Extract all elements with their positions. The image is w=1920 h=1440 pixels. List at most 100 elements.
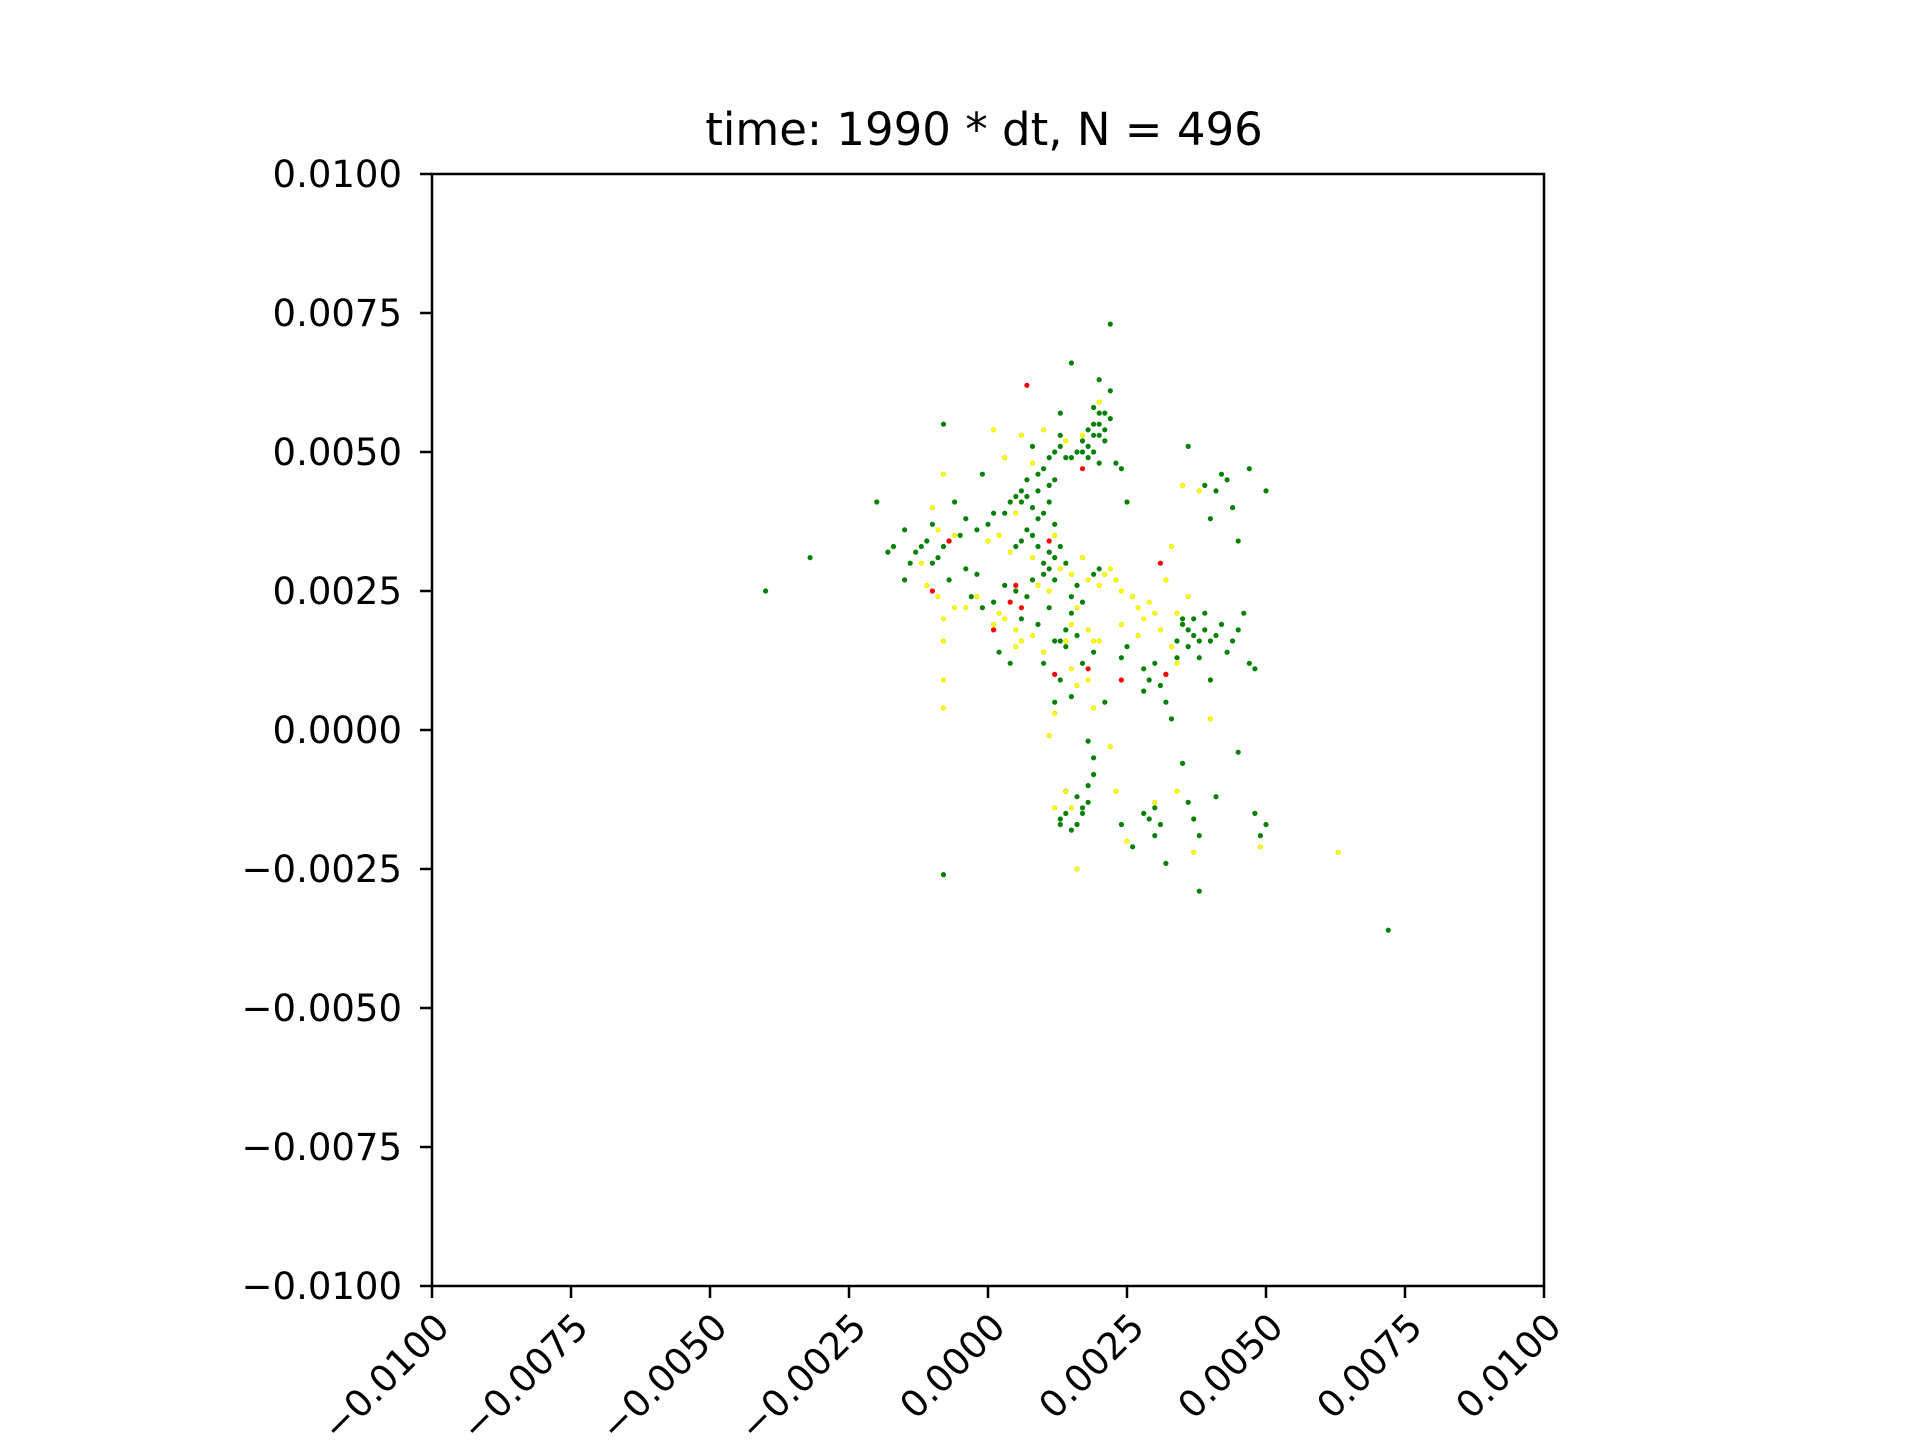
scatter-point (1013, 493, 1019, 500)
scatter-point (1035, 621, 1041, 628)
scatter-point (1002, 582, 1008, 589)
scatter-point (1013, 588, 1019, 594)
scatter-point (1041, 427, 1047, 433)
scatter-point (1124, 838, 1130, 844)
scatter-point (1335, 849, 1341, 855)
scatter-point (1113, 577, 1119, 583)
scatter-point (1029, 632, 1036, 639)
scatter-point (1174, 788, 1180, 794)
scatter-point (1002, 616, 1008, 622)
scatter-point (996, 610, 1002, 616)
scatter-point (1029, 532, 1036, 539)
scatter-point (974, 593, 980, 600)
scatter-point (1046, 538, 1052, 544)
scatter-point (1074, 821, 1080, 828)
scatter-point (1046, 566, 1052, 572)
scatter-point (1096, 421, 1102, 427)
scatter-point (1168, 643, 1175, 650)
scatter-point (1102, 699, 1108, 705)
scatter-point (1263, 821, 1269, 828)
scatter-point (968, 593, 974, 600)
scatter-point (1041, 466, 1047, 472)
scatter-point (1185, 593, 1191, 600)
scatter-point (1185, 443, 1191, 449)
scatter-point (1007, 660, 1013, 666)
scatter-point (1102, 427, 1108, 433)
scatter-point (1174, 638, 1180, 644)
scatter-point (918, 560, 924, 566)
scatter-point (1096, 566, 1102, 572)
scatter-point (1118, 677, 1125, 683)
scatter-point (924, 538, 930, 544)
scatter-point (1257, 832, 1264, 839)
scatter-point (1118, 466, 1125, 472)
scatter-point (1085, 799, 1091, 805)
scatter-point (1063, 560, 1069, 566)
scatter-point (1052, 477, 1058, 483)
scatter-point (1007, 549, 1013, 555)
scatter-point (1068, 805, 1075, 811)
scatter-point (1235, 627, 1241, 633)
scatter-point (1013, 543, 1019, 550)
scatter-point (1152, 805, 1158, 811)
scatter-point (990, 621, 997, 628)
scatter-point (1024, 593, 1030, 600)
scatter-point (1079, 810, 1086, 817)
scatter-point (1018, 605, 1025, 611)
scatter-point (935, 593, 941, 600)
scatter-point (1057, 543, 1063, 550)
scatter-point (1085, 577, 1091, 583)
scatter-point (940, 471, 947, 477)
scatter-point (1057, 816, 1063, 822)
scatter-point (1174, 655, 1180, 661)
scatter-point (1079, 599, 1086, 605)
scatter-point (963, 605, 969, 611)
scatter-point (1041, 571, 1047, 577)
scatter-point (1052, 532, 1058, 539)
scatter-point (1085, 443, 1091, 449)
scatter-point (1035, 471, 1041, 477)
scatter-point (1096, 432, 1102, 438)
scatter-point (1241, 610, 1247, 616)
scatter-point (1180, 621, 1186, 628)
scatter-point (1202, 482, 1208, 488)
scatter-point (1102, 571, 1108, 577)
scatter-point (1035, 543, 1041, 550)
scatter-point (990, 427, 997, 433)
scatter-point (1118, 821, 1125, 828)
scatter-point (1385, 927, 1391, 933)
scatter-point (1257, 844, 1264, 850)
scatter-point (1002, 454, 1008, 461)
scatter-point (996, 649, 1002, 655)
scatter-point (1180, 760, 1186, 767)
points-layer (762, 321, 1391, 933)
scatter-point (996, 532, 1002, 539)
scatter-point (1024, 477, 1030, 483)
scatter-point (1207, 716, 1214, 722)
scatter-point (1074, 605, 1080, 611)
scatter-point (1196, 488, 1202, 494)
scatter-point (1157, 682, 1164, 689)
scatter-point (1096, 377, 1102, 383)
scatter-point (1063, 627, 1069, 633)
scatter-point (1107, 321, 1113, 327)
scatter-point (1046, 454, 1052, 461)
scatter-point (1146, 816, 1152, 822)
scatter-point (946, 577, 952, 583)
scatter-point (1141, 688, 1147, 694)
scatter-point (1046, 732, 1052, 739)
scatter-point (1141, 810, 1147, 817)
scatter-point (1113, 460, 1119, 466)
scatter-point (1029, 443, 1036, 449)
scatter-point (1085, 627, 1091, 633)
scatter-point (1018, 499, 1025, 505)
scatter-point (1118, 588, 1125, 594)
scatter-point (1068, 593, 1075, 600)
scatter-point (1041, 510, 1047, 516)
scatter-point (1079, 554, 1086, 561)
scatter-point (1224, 477, 1230, 483)
scatter-point (1068, 454, 1075, 461)
scatter-point (1180, 616, 1186, 622)
scatter-point (1007, 499, 1013, 505)
